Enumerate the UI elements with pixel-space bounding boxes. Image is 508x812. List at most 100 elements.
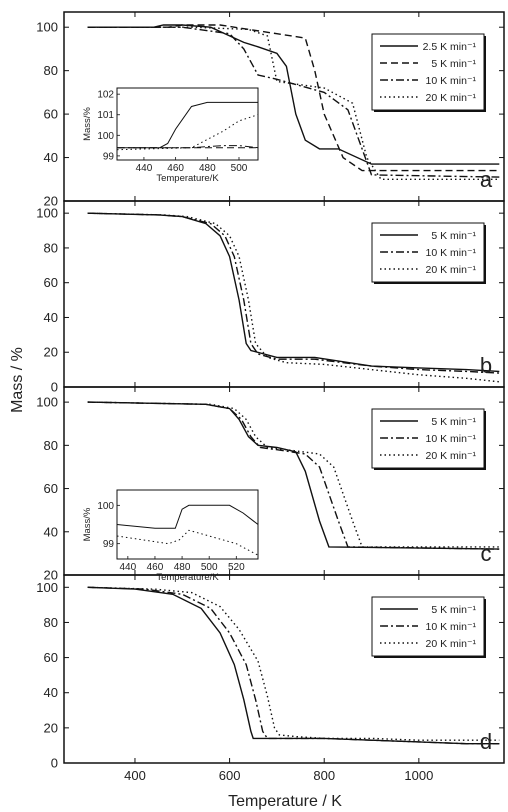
panel-b: 0 20 40 60 80 100 b 5 K min⁻¹ 10 K min⁻¹ 20 K min… (36, 200, 505, 395)
legend-label: 2.5 K min⁻¹ (423, 41, 477, 53)
inset-x-tick-label: 460 (167, 163, 184, 174)
y-tick-label: 40 (44, 524, 58, 539)
y-tick-label: 60 (44, 107, 58, 122)
panel-b-legend-shadow (374, 282, 486, 284)
y-tick-label: 80 (44, 63, 58, 78)
x-tick-label: 1000 (404, 768, 433, 783)
panel-a-inset-line-3 (117, 114, 258, 151)
panel-c-panel-label: c (481, 541, 492, 566)
y-tick-label: 80 (44, 438, 58, 453)
legend-label: 10 K min⁻¹ (426, 75, 477, 87)
panel-c-inset-line-1 (117, 529, 258, 556)
panel-d-legend (371, 596, 485, 657)
panel-c-inset-line-0 (117, 504, 258, 529)
y-tick-label: 100 (36, 395, 58, 410)
y-tick-label: 60 (44, 275, 58, 290)
panel-a-inset: 99 100 101 102 440 460 480 500 Temperature/K Mass… (82, 87, 259, 184)
panel-b-legend-shadow-side (484, 225, 486, 284)
panel-c-inset-series (117, 504, 258, 556)
y-tick-label: 80 (44, 615, 58, 630)
inset-y-tick-label: 101 (97, 110, 114, 121)
legend-label: 20 K min⁻¹ (426, 638, 477, 650)
inset-x-tick-label: 480 (174, 562, 191, 573)
y-tick-label: 100 (36, 580, 58, 595)
panel-c: 20 40 60 80 100 c 5 K min⁻¹ 10 K min⁻¹ 20 K min⁻… (36, 386, 505, 583)
panel-a-inset-line-0 (117, 101, 258, 149)
y-tick-label: 20 (44, 720, 58, 735)
y-tick-label: 40 (44, 685, 58, 700)
panel-a-inset-xlabel: Temperature/K (156, 173, 219, 184)
legend-label: 5 K min⁻¹ (431, 416, 476, 428)
inset-x-tick-label: 480 (199, 163, 216, 174)
inset-y-tick-label: 102 (97, 90, 114, 101)
panel-c-series-line-0 (87, 401, 500, 550)
y-tick-label: 20 (44, 568, 58, 583)
panel-c-series-line-2 (87, 401, 500, 548)
legend-label: 10 K min⁻¹ (426, 433, 477, 445)
panel-c-inset: 99 100 440 460 480 500 520 Temperature/K Mass/% (82, 489, 259, 583)
panel-a: 20 40 60 80 100 a 2.5 K min⁻¹ 5 K min⁻¹ 10 K min… (36, 11, 505, 209)
panel-a-inset-ylabel: Mass/% (82, 107, 93, 141)
legend-label: 10 K min⁻¹ (426, 247, 477, 259)
panel-a-inset-frame (116, 87, 259, 161)
y-tick-label: 0 (51, 756, 58, 771)
panel-d-frame (63, 574, 505, 764)
panel-b-series-line-2 (87, 212, 500, 383)
inset-x-tick-label: 500 (201, 562, 218, 573)
panel-a-inset-line-2 (117, 145, 258, 149)
inset-x-tick-label: 500 (231, 163, 248, 174)
panel-a-series-line-0 (87, 24, 500, 165)
y-tick-label: 60 (44, 481, 58, 496)
y-tick-label: 20 (44, 194, 58, 209)
inset-x-tick-label: 460 (147, 562, 164, 573)
y-tick-label: 40 (44, 310, 58, 325)
x-axis-title: Temperature / K (228, 793, 342, 810)
inset-y-tick-label: 99 (103, 151, 115, 162)
x-tick-label: 400 (124, 768, 146, 783)
legend-label: 10 K min⁻¹ (426, 621, 477, 633)
panel-c-inset-ylabel: Mass/% (82, 507, 93, 541)
legend-label: 20 K min⁻¹ (426, 264, 477, 276)
legend-label: 20 K min⁻¹ (426, 92, 477, 104)
panel-a-legend-shadow (374, 110, 486, 112)
inset-y-tick-label: 100 (97, 131, 114, 142)
panel-a-series (87, 24, 500, 181)
panel-a-legend-shadow-side (484, 36, 486, 112)
y-tick-label: 100 (36, 206, 58, 221)
inset-y-tick-label: 99 (103, 539, 115, 550)
y-tick-label: 0 (51, 380, 58, 395)
panel-b-series-line-1 (87, 212, 500, 374)
panel-c-series (87, 401, 500, 550)
inset-x-tick-label: 440 (120, 562, 137, 573)
panel-b-panel-label: b (480, 353, 492, 378)
panel-c-legend-shadow-side (484, 411, 486, 470)
legend-label: 5 K min⁻¹ (431, 604, 476, 616)
panel-a-panel-label: a (480, 167, 493, 192)
panel-d-series-line-1 (87, 586, 500, 745)
panel-d-series (87, 586, 500, 745)
y-tick-label: 60 (44, 650, 58, 665)
panel-d-panel-label: d (480, 729, 492, 754)
panel-a-inset-series (117, 101, 258, 151)
legend-label: 5 K min⁻¹ (431, 230, 476, 242)
panel-a-series-line-2 (87, 26, 500, 178)
y-tick-label: 80 (44, 240, 58, 255)
panel-a-series-line-1 (87, 24, 500, 172)
y-tick-label: 100 (36, 20, 58, 35)
legend-label: 20 K min⁻¹ (426, 450, 477, 462)
inset-x-tick-label: 440 (136, 163, 153, 174)
panel-d-series-line-2 (87, 586, 500, 741)
x-tick-label: 800 (313, 768, 335, 783)
x-tick-label: 600 (219, 768, 241, 783)
panel-b-series (87, 212, 500, 383)
panel-d-legend-shadow (374, 656, 486, 658)
y-axis-title: Mass / % (9, 347, 26, 413)
inset-x-tick-label: 520 (228, 562, 245, 573)
panel-c-legend-shadow (374, 468, 486, 470)
panel-c-inset-frame (116, 489, 259, 560)
panel-d-legend-shadow-side (484, 599, 486, 658)
panel-c-legend (371, 408, 485, 469)
panel-c-inset-xlabel: Temperature/K (156, 572, 219, 583)
y-tick-label: 20 (44, 345, 58, 360)
